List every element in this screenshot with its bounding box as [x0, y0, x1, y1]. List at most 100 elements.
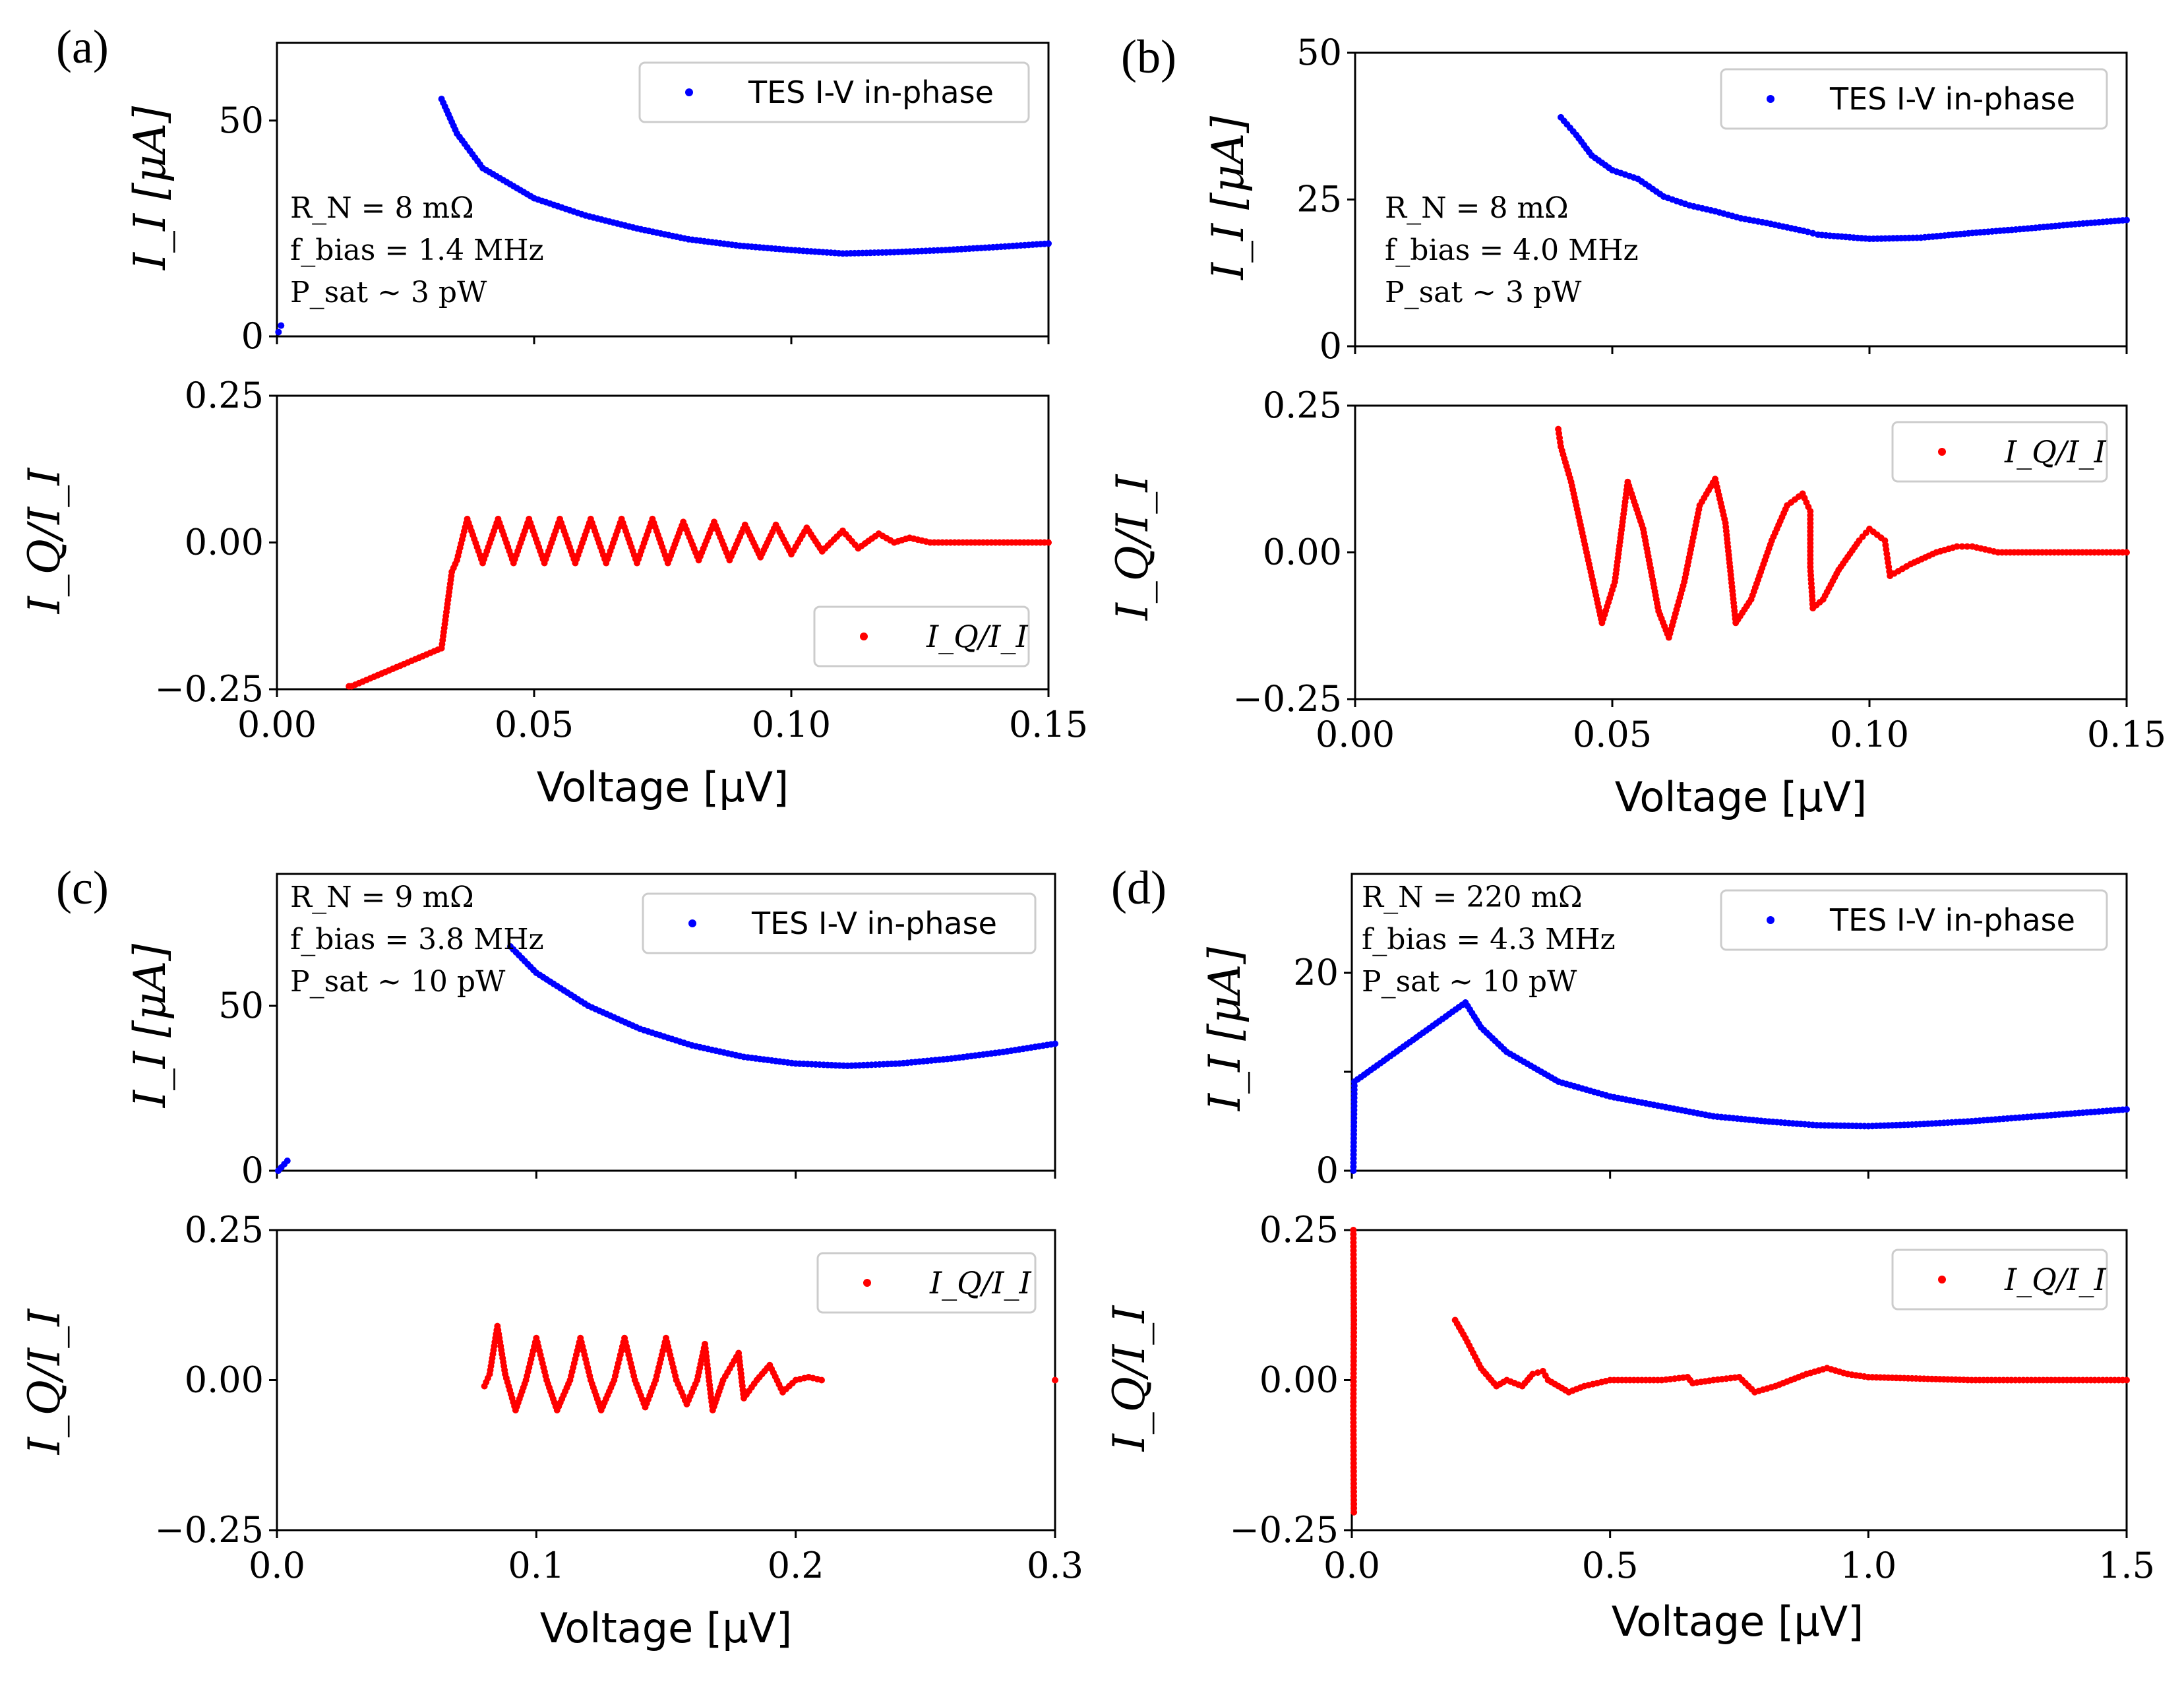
legend-top-box — [1720, 68, 2108, 130]
ylabel-bottom: I_Q/I_I — [1107, 474, 1158, 621]
in-phase-point — [2123, 1106, 2130, 1113]
ylabel-top: I_I [μA] — [125, 944, 175, 1108]
ytick-label: −0.25 — [155, 1509, 264, 1551]
panel-label: (c) — [56, 861, 109, 914]
xtick-label: 0.15 — [2087, 714, 2166, 755]
legend-top-box — [638, 61, 1030, 123]
in-phase-point — [1809, 230, 1817, 237]
legend-bottom-marker — [1938, 448, 1946, 456]
ylabel-top: I_I [μA] — [1203, 116, 1254, 280]
ratio-point — [2123, 1376, 2130, 1384]
in-phase-point — [2123, 216, 2130, 224]
annotation-line: f_bias = 1.4 MHz — [290, 233, 544, 267]
ratio-point — [1964, 543, 1971, 550]
legend-bottom-box — [816, 1252, 1037, 1314]
legend-top-marker — [685, 88, 693, 96]
xtick-label: 0.05 — [495, 704, 574, 745]
xtick-label: 1.0 — [1840, 1545, 1896, 1586]
xlabel: Voltage [μV] — [1612, 1597, 1864, 1646]
ytick-label: 50 — [218, 100, 264, 141]
ytick-label: −0.25 — [155, 668, 264, 710]
panel-c: (c) 0 50 −0.25 0.00 0.25 0.0 0.1 0.2 0.3 I_I [μA] I… — [19, 861, 1083, 1652]
legend-bottom-marker — [860, 633, 868, 640]
xtick-label: 0.15 — [1009, 704, 1088, 745]
ratio-point — [1953, 543, 1960, 550]
in-phase-point — [284, 1158, 291, 1164]
legend-top-label: TES I-V in-phase — [1829, 902, 2075, 938]
xtick-label: 0.3 — [1027, 1545, 1083, 1586]
ytick-label: 0.00 — [185, 522, 264, 563]
xtick-label: 0.2 — [768, 1545, 824, 1586]
annotation-line: P_sat ~ 10 pW — [1362, 965, 1577, 999]
xlabel: Voltage [μV] — [540, 1604, 793, 1652]
xtick-label: 0.10 — [752, 704, 831, 745]
xtick-label: 0.00 — [1316, 714, 1395, 755]
ratio-point — [1958, 543, 1966, 550]
legend-bottom-label: I_Q/I_I — [2004, 1262, 2107, 1297]
xtick-label: 0.05 — [1573, 714, 1652, 755]
xtick-label: 0.5 — [1582, 1545, 1639, 1586]
legend-bottom-label: I_Q/I_I — [929, 1265, 1032, 1301]
in-phase-point — [275, 328, 282, 336]
legend-bottom-box — [1891, 1249, 2108, 1311]
annotation-line: P_sat ~ 3 pW — [1385, 276, 1582, 309]
ytick-label: 50 — [218, 985, 264, 1026]
ratio-point — [1529, 1371, 1536, 1378]
ytick-label: 0 — [241, 315, 264, 357]
legend-top-box — [1720, 889, 2108, 951]
legend-top-marker — [1767, 95, 1774, 103]
ytick-label: 0.00 — [1259, 1359, 1339, 1401]
legend-bottom-marker — [1938, 1276, 1946, 1283]
ytick-label: −0.25 — [1230, 1509, 1339, 1551]
ytick-label: 0.00 — [1263, 532, 1342, 573]
ytick-label: −0.25 — [1233, 678, 1342, 720]
ytick-label: 0.25 — [185, 1209, 264, 1251]
ytick-label: 0.00 — [185, 1359, 264, 1401]
panel-a: (a)050−0.250.000.250.00 0.05 0.10 0.15I_I [… — [19, 20, 1088, 811]
legend-top-marker — [1767, 916, 1774, 924]
ylabel-bottom: I_Q/I_I — [19, 467, 70, 614]
panel-label: (a) — [56, 20, 109, 73]
annotation-line: f_bias = 4.3 MHz — [1362, 923, 1616, 956]
ytick-label: 50 — [1296, 32, 1342, 73]
xlabel: Voltage [μV] — [537, 763, 789, 811]
panel-a-top-axes-frame — [276, 42, 1050, 338]
in-phase-point — [278, 322, 285, 329]
ylabel-top: I_I [μA] — [125, 106, 175, 270]
ratio-point — [1534, 1369, 1541, 1376]
legend-top-label: TES I-V in-phase — [751, 906, 997, 941]
panel-d: (d) 0 20 −0.25 0.00 0.25 0.0 0.5 1.0 1.5 I_I [μA] I… — [1104, 861, 2155, 1646]
annotation-line: P_sat ~ 10 pW — [290, 965, 506, 999]
legend-bottom-box — [813, 605, 1030, 667]
xtick-label: 0.10 — [1830, 714, 1909, 755]
legend-top-marker — [688, 919, 696, 927]
panel-label: (b) — [1121, 30, 1176, 83]
legend-bottom-marker — [863, 1279, 871, 1287]
legend-bottom-box — [1891, 421, 2108, 483]
ytick-label: 0 — [1320, 325, 1342, 367]
ylabel-bottom: I_Q/I_I — [19, 1308, 70, 1455]
ytick-label: 0 — [241, 1150, 264, 1191]
legend-bottom-label: I_Q/I_I — [2004, 434, 2107, 470]
xtick-label: 0.00 — [237, 704, 317, 745]
ytick-label: 20 — [1293, 952, 1339, 993]
in-phase-point — [1052, 1040, 1058, 1047]
xlabel: Voltage [μV] — [1615, 773, 1867, 821]
ytick-label: 0.25 — [185, 375, 264, 416]
ylabel-bottom: I_Q/I_I — [1104, 1305, 1155, 1452]
in-phase-point — [1045, 240, 1052, 247]
ytick-label: 0 — [1316, 1150, 1339, 1191]
annotation-line: R_N = 9 mΩ — [290, 881, 474, 914]
xtick-label: 0.1 — [508, 1545, 564, 1586]
ratio-point — [2123, 549, 2130, 556]
ratio-point — [1350, 1508, 1358, 1516]
annotation-line: R_N = 8 mΩ — [290, 191, 474, 225]
panel-label: (d) — [1111, 861, 1167, 914]
xtick-label: 1.5 — [2098, 1545, 2155, 1586]
legend-top-label: TES I-V in-phase — [748, 75, 994, 110]
ytick-label: 0.25 — [1259, 1209, 1339, 1251]
ytick-label: 25 — [1296, 179, 1342, 220]
in-phase-point — [1804, 228, 1811, 235]
legend-top-box — [642, 892, 1037, 954]
